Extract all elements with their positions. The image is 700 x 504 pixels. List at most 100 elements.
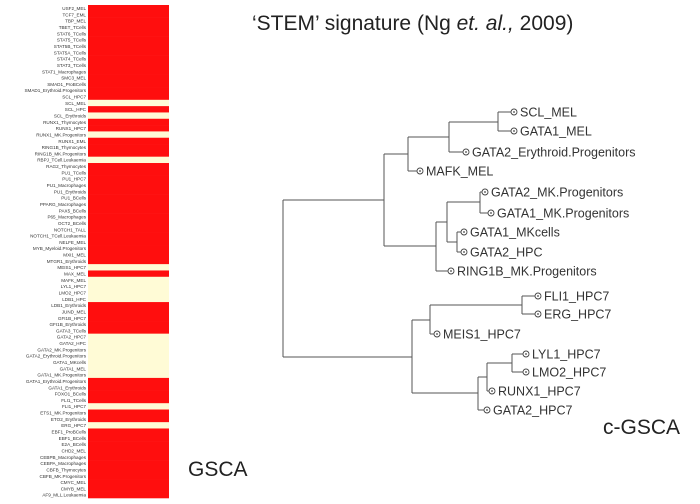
heatmap-row-label: GATA2_HPC7 [57, 335, 87, 340]
heatmap-cell [88, 251, 169, 259]
heatmap-cell [88, 396, 169, 404]
heatmap-row-label: RBPJ_TCell.Leukaemia [37, 158, 86, 163]
leaf-node-dot [525, 353, 527, 355]
heatmap-row-label: STAT4_TCells [57, 57, 87, 62]
heatmap-row-label: PU1_Macrophages [47, 183, 87, 188]
heatmap-cell [88, 61, 169, 69]
heatmap-row-label: MAFK_MEL [61, 278, 86, 283]
heatmap-cell [88, 428, 169, 436]
heatmap-cell [88, 93, 169, 101]
heatmap-cell [88, 68, 169, 75]
leaf-node-dot [450, 270, 452, 272]
gsca-label: GSCA [188, 458, 248, 481]
heatmap-row-label: MYB_Myeloid.Progenitors [33, 246, 87, 251]
heatmap-row-label: SCL_Erythroids [54, 114, 87, 119]
heatmap-cell [88, 447, 169, 455]
heatmap-cell [88, 472, 169, 480]
heatmap-row-label: GFI1B_Erythroids [49, 322, 86, 327]
heatmap-row-label: TBET_TCells [59, 25, 87, 30]
heatmap-cell [88, 409, 169, 417]
heatmap-row-label: LYL1_HPC7 [61, 284, 87, 289]
heatmap-cell [88, 358, 169, 366]
heatmap-cell [88, 276, 169, 284]
heatmap-cell [88, 441, 169, 448]
heatmap-cell [88, 466, 169, 474]
heatmap-cell [88, 434, 169, 442]
heatmap-cell [88, 23, 169, 31]
heatmap-row-label: GATA2_MK.Progenitors [37, 347, 86, 352]
heatmap-row-label: PU1_HPC7 [62, 177, 86, 182]
title-italic: et. al., [456, 12, 514, 35]
leaf-node-dot [513, 111, 515, 113]
heatmap-row-label: LDB1_Erythroids [51, 303, 86, 308]
heatmap-cell [88, 80, 169, 88]
heatmap-row-label: P65_Macrophages [47, 215, 86, 220]
heatmap-cell [88, 207, 169, 214]
heatmap-cell [88, 226, 169, 233]
leaf-label: GATA2_MK.Progenitors [491, 186, 623, 200]
heatmap-row-label: STAT3_TCells [57, 63, 87, 68]
heatmap-row-label: MEIS1_HPC7 [57, 265, 86, 270]
heatmap-row-label: SCL_HPC7 [62, 95, 86, 100]
leaf-label: MEIS1_HPC7 [443, 328, 521, 342]
heatmap-cell [88, 314, 169, 322]
heatmap-cell [88, 55, 169, 63]
heatmap-row-label: EBF1_ProBCells [52, 430, 87, 435]
heatmap-cell [88, 485, 169, 492]
heatmap-cell [88, 238, 169, 246]
heatmap-cell [88, 163, 169, 170]
leaf-label: LMO2_HPC7 [532, 366, 606, 380]
leaf-label: GATA1_MKcells [470, 226, 560, 240]
heatmap-row-label: SCL_HPC [65, 107, 87, 112]
heatmap-row-label: CHD2_MEL [61, 448, 86, 453]
heatmap-row-label: PU1_BCells [61, 196, 86, 201]
heatmap-cell [88, 5, 169, 12]
heatmap-row-label: SMC3_MEL [61, 76, 86, 81]
heatmap-row-label: CEBPA_Macrophages [40, 461, 86, 466]
heatmap-cell [88, 365, 169, 372]
leaf-label: FLI1_HPC7 [544, 290, 609, 304]
leaf-node-dot [490, 212, 492, 214]
heatmap-cell [88, 106, 169, 113]
heatmap-cell [88, 156, 169, 164]
heatmap-cell [88, 308, 169, 316]
heatmap-cell [88, 137, 169, 145]
heatmap-row-label: GATA1_MKcells [53, 360, 87, 365]
c-gsca-label: c-GSCA [603, 416, 681, 439]
heatmap-row-label: GATA1_Erythroid.Progenitors [26, 379, 87, 384]
heatmap-row-label: CBFB_Thymocytes [46, 467, 86, 472]
leaf-node-dot [484, 191, 486, 193]
heatmap-row-label: PU1_TCells [61, 170, 86, 175]
heatmap-cell [88, 403, 169, 410]
heatmap-row-label: STAT5A_TCells [54, 50, 87, 55]
heatmap-cell [88, 422, 169, 429]
heatmap-cell [88, 74, 169, 82]
heatmap-row-label: ETO2_Erythroids [51, 417, 87, 422]
leaf-label: LYL1_HPC7 [532, 348, 601, 362]
heatmap-row-label: E2A_BCells [61, 442, 86, 447]
leaf-node-dot [486, 409, 488, 411]
heatmap-cell [88, 11, 169, 18]
heatmap-row-label: GATA2_Erythroid.Progenitors [26, 354, 87, 359]
heatmap-cell [88, 175, 169, 183]
heatmap-row-label: GATA3_TCells [56, 328, 87, 333]
heatmap-cell [88, 371, 169, 379]
heatmap-cell [88, 150, 169, 157]
heatmap-cell [88, 327, 169, 334]
heatmap-row-label: STAT5B_TCells [54, 44, 87, 49]
heatmap-cell [88, 479, 169, 486]
heatmap-cell [88, 384, 169, 391]
heatmap-cell [88, 188, 169, 195]
heatmap-cell [88, 453, 169, 461]
heatmap-cell [88, 352, 169, 360]
heatmap-cell [88, 289, 169, 297]
heatmap-cell [88, 390, 169, 398]
heatmap-cell [88, 283, 169, 290]
heatmap-cell [88, 245, 169, 252]
heatmap-row-label: JUND_MEL [62, 309, 87, 314]
heatmap-row-label: PU1_Erythroids [54, 189, 87, 194]
heatmap-cell [88, 333, 169, 341]
heatmap-cell [88, 112, 169, 120]
heatmap-row-label: USF2_MEL [62, 6, 86, 11]
heatmap-cell [88, 144, 169, 151]
